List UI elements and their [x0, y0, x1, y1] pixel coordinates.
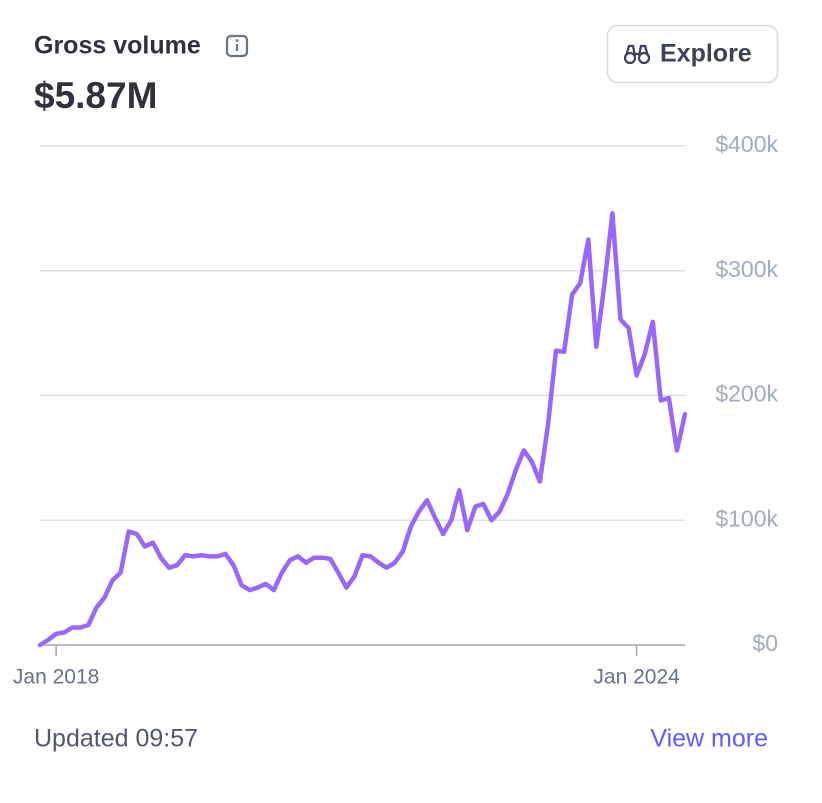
title: Gross volume	[34, 32, 201, 60]
total: $5.87M	[34, 75, 157, 116]
y-tick-label: $400k	[715, 131, 778, 157]
y-tick-label: $100k	[715, 505, 778, 531]
y-tick-label: $0	[752, 630, 778, 656]
binoculars-icon	[623, 44, 651, 65]
volume-line	[37, 211, 688, 648]
y-tick-label: $200k	[715, 381, 778, 407]
explore-label: Explore	[660, 40, 752, 68]
explore-button[interactable]: Explore	[606, 24, 779, 84]
y-tick-label: $300k	[715, 256, 778, 282]
info-icon[interactable]	[225, 34, 249, 58]
view-more[interactable]: View more	[650, 725, 768, 753]
x-tick-label: Jan 2018	[13, 666, 99, 689]
updated: Updated 09:57	[34, 725, 198, 753]
x-tick-label: Jan 2024	[593, 666, 680, 689]
